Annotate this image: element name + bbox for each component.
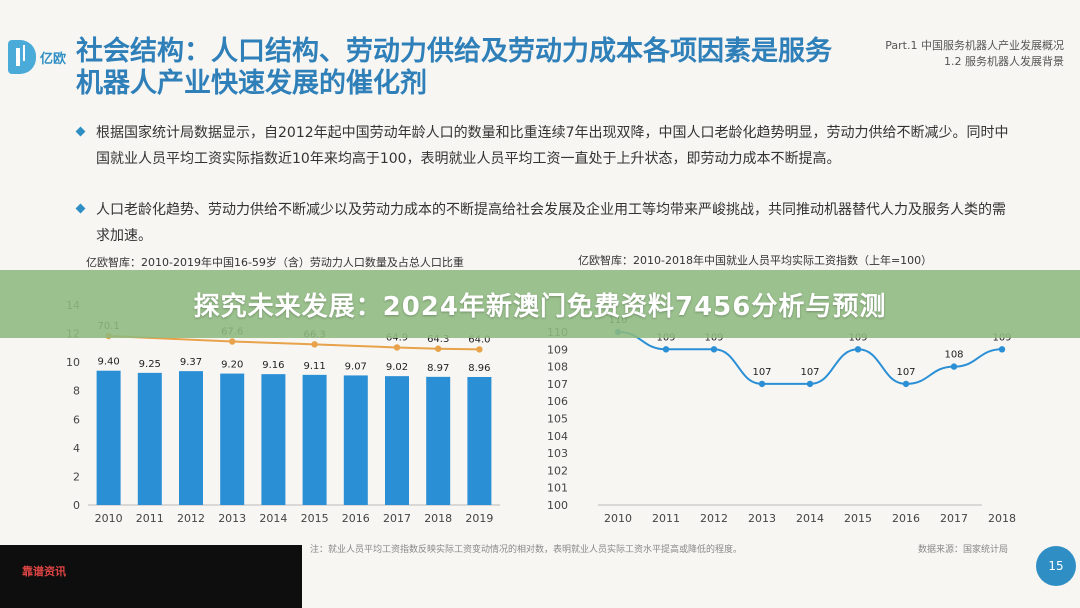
slide-title: 社会结构：人口结构、劳动力供给及劳动力成本各项因素是服务机器人产业快速发展的催化… bbox=[76, 36, 832, 99]
part-line-2: 1.2 服务机器人发展背景 bbox=[944, 55, 1064, 68]
chart2-x-tick: 2010 bbox=[604, 512, 632, 525]
watermark-title: 靠谱资讯 bbox=[22, 565, 66, 578]
chart1-share-point bbox=[476, 346, 483, 353]
chart2-y-tick: 100 bbox=[547, 499, 568, 512]
chart2-caption: 亿欧智库：2010-2018年中国就业人员平均实际工资指数（上年=100） bbox=[578, 254, 933, 267]
chart2-x-tick: 2015 bbox=[844, 512, 872, 525]
chart2-point-label: 107 bbox=[896, 367, 915, 378]
chart1-bar bbox=[220, 373, 245, 505]
bullet-point-1: 根据国家统计局数据显示，自2012年起中国劳动年龄人口的数量和比重连续7年出现双… bbox=[96, 120, 1016, 172]
chart1-x-tick: 2012 bbox=[177, 512, 205, 525]
chart1-bar-label: 9.07 bbox=[345, 361, 367, 372]
logo-icon bbox=[8, 40, 36, 74]
chart1-x-tick: 2016 bbox=[342, 512, 370, 525]
chart2-y-tick: 107 bbox=[547, 378, 568, 391]
chart1-y-tick: 6 bbox=[73, 413, 80, 426]
chart1-x-tick: 2019 bbox=[465, 512, 493, 525]
bullet-point-2: 人口老龄化趋势、劳动力供给不断减少以及劳动力成本的不断提高给社会发展及企业用工等… bbox=[96, 197, 1016, 249]
chart2-point bbox=[854, 346, 862, 353]
chart1-y-tick: 4 bbox=[73, 442, 80, 455]
section-label: Part.1 中国服务机器人产业发展概况 1.2 服务机器人发展背景 bbox=[885, 38, 1064, 70]
chart2-point-label: 107 bbox=[800, 367, 819, 378]
chart1-bar bbox=[96, 370, 121, 505]
chart1-bar bbox=[467, 377, 492, 505]
chart2-x-tick: 2011 bbox=[652, 512, 680, 525]
chart2-y-tick: 105 bbox=[547, 413, 568, 426]
yiou-logo: 亿欧 bbox=[8, 40, 68, 74]
chart1-bar bbox=[385, 376, 409, 505]
chart1-bar-label: 9.11 bbox=[303, 361, 325, 372]
overlay-banner: 探究未来发展：2024年新澳门免费资料7456分析与预测 bbox=[0, 270, 1080, 338]
chart2-x-tick: 2014 bbox=[796, 512, 824, 525]
chart2-x-tick: 2013 bbox=[748, 512, 776, 525]
chart2-point bbox=[710, 346, 718, 353]
chart1-bar-label: 9.20 bbox=[221, 360, 243, 371]
chart1-x-tick: 2015 bbox=[301, 512, 329, 525]
chart1-x-tick: 2013 bbox=[218, 512, 246, 525]
chart1-share-line bbox=[108, 335, 480, 351]
chart1-bar bbox=[302, 374, 327, 505]
chart1-bar-label: 9.25 bbox=[139, 359, 161, 370]
chart1-y-tick: 8 bbox=[73, 385, 80, 398]
chart2-point bbox=[758, 380, 766, 388]
chart2-y-tick: 102 bbox=[547, 464, 568, 477]
chart1-share-point bbox=[435, 345, 442, 352]
chart1-bar bbox=[179, 371, 203, 505]
chart2-x-tick: 2012 bbox=[700, 512, 728, 525]
chart1-x-tick: 2018 bbox=[424, 512, 452, 525]
chart1-bar bbox=[343, 375, 368, 505]
chart1-y-tick: 0 bbox=[73, 499, 80, 512]
chart2-x-tick: 2016 bbox=[892, 512, 920, 525]
chart1-share-label: 64.0 bbox=[468, 334, 490, 345]
data-source: 数据来源：国家统计局 bbox=[918, 545, 1009, 555]
chart1-bar bbox=[426, 376, 451, 505]
page-number: 15 bbox=[1036, 546, 1076, 586]
chart1-x-tick: 2010 bbox=[95, 512, 123, 525]
chart2-y-tick: 106 bbox=[547, 395, 568, 408]
logo-text: 亿欧 bbox=[40, 52, 67, 67]
chart1-bar-label: 9.16 bbox=[262, 360, 284, 371]
chart1-x-tick: 2014 bbox=[259, 512, 287, 525]
footer-note: 注：就业人员平均工资指数反映实际工资变动情况的相对数，表明就业人员实际工资水平提… bbox=[310, 545, 743, 555]
chart2-point-label: 107 bbox=[752, 367, 771, 378]
chart2-point bbox=[662, 346, 670, 353]
chart2-point-label: 108 bbox=[944, 350, 963, 361]
chart2-x-tick: 2017 bbox=[940, 512, 968, 525]
chart2-y-tick: 109 bbox=[547, 343, 568, 356]
chart1-share-point bbox=[229, 338, 236, 345]
chart2-y-tick: 104 bbox=[547, 430, 568, 443]
chart1-caption: 亿欧智库：2010-2019年中国16-59岁（含）劳动力人口数量及占总人口比重 bbox=[86, 256, 464, 269]
chart1-bar bbox=[137, 372, 162, 505]
watermark-box: 靠谱资讯 bbox=[0, 545, 302, 608]
chart1-share-point bbox=[311, 341, 318, 348]
chart1-y-tick: 10 bbox=[66, 356, 80, 369]
chart1-x-tick: 2011 bbox=[136, 512, 164, 525]
chart2-point bbox=[902, 380, 910, 388]
chart2-y-tick: 108 bbox=[547, 361, 568, 374]
chart2-y-tick: 101 bbox=[547, 482, 568, 495]
chart2-point bbox=[950, 363, 958, 370]
chart1-y-tick: 2 bbox=[73, 470, 80, 483]
chart2-point bbox=[806, 380, 814, 388]
chart2-x-tick: 2018 bbox=[988, 512, 1016, 525]
chart1-x-tick: 2017 bbox=[383, 512, 411, 525]
chart1-bar-label: 9.40 bbox=[97, 357, 119, 368]
chart1-bar-label: 9.02 bbox=[386, 362, 408, 373]
chart1-bar-label: 8.96 bbox=[468, 363, 490, 374]
chart1-bar-label: 8.97 bbox=[427, 363, 449, 374]
chart1-share-point bbox=[393, 344, 401, 351]
chart1-share-label: 64.3 bbox=[427, 334, 449, 345]
chart1-bar bbox=[261, 374, 286, 505]
chart1-bar-label: 9.37 bbox=[180, 357, 202, 368]
chart2-point bbox=[998, 346, 1006, 353]
chart2-y-tick: 103 bbox=[547, 447, 568, 460]
overlay-title: 探究未来发展：2024年新澳门免费资料7456分析与预测 bbox=[193, 292, 887, 322]
chart2-wage-line bbox=[617, 331, 1003, 385]
part-line-1: Part.1 中国服务机器人产业发展概况 bbox=[885, 39, 1064, 52]
